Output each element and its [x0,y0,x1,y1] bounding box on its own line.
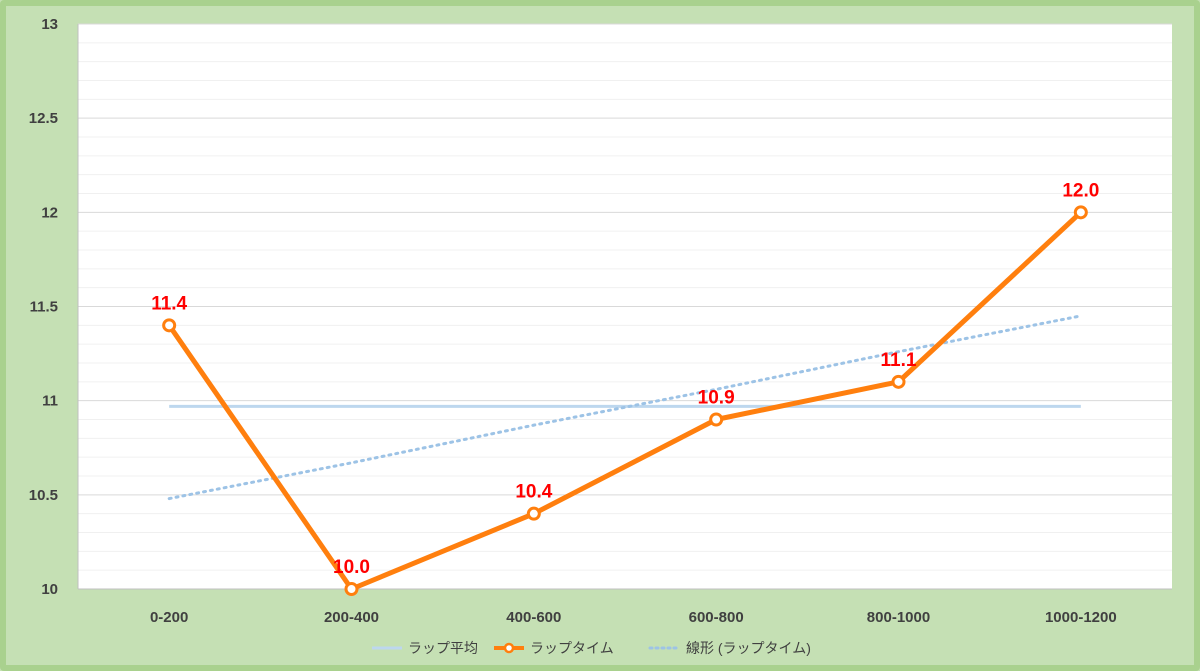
legend-label: 線形 (ラップタイム) [686,640,811,656]
x-tick-label: 200-400 [324,609,379,626]
data-labels: 11.4 10.0 10.4 10.9 11.1 12.0 [151,180,1099,578]
legend-label: ラップ平均 [408,640,478,656]
series-layer [162,205,1088,596]
trend-line [167,314,1083,501]
data-label: 10.9 [698,388,735,409]
data-label: 11.1 [881,350,917,371]
legend-label: ラップタイム [530,640,614,656]
y-tick-label: 11.5 [30,299,58,316]
legend: ラップ平均 ラップタイム 線形 (ラップタイム) [372,640,811,656]
legend-marker-lap-time [503,642,515,654]
x-tick-label: 600-800 [689,609,744,626]
x-tick-label: 0-200 [150,609,188,626]
x-tick-label: 800-1000 [867,609,930,626]
lap-time-line [167,210,1083,592]
y-tick-label: 12.5 [29,110,58,127]
y-tick-label: 13 [41,16,58,33]
y-tick-label: 11 [42,393,58,410]
data-label: 12.0 [1062,180,1099,201]
y-axis-ticks: 10 10.5 11 11.5 12 12.5 13 [29,16,58,598]
x-axis-ticks: 0-200 200-400 400-600 600-800 800-1000 1000-1… [150,609,1117,626]
lap-time-point [162,318,177,333]
y-tick-label: 12 [41,204,58,221]
data-label: 10.0 [333,557,370,578]
x-tick-label: 400-600 [506,609,561,626]
data-label: 10.4 [515,482,552,503]
y-tick-label: 10 [41,581,58,598]
y-tick-label: 10.5 [29,487,58,504]
lap-time-point [709,412,724,427]
lap-time-point [526,506,541,521]
data-label: 11.4 [151,293,187,314]
lap-time-point [344,582,359,596]
lap-time-point [891,374,906,389]
lap-time-point [1073,205,1088,220]
x-tick-label: 1000-1200 [1045,609,1117,626]
